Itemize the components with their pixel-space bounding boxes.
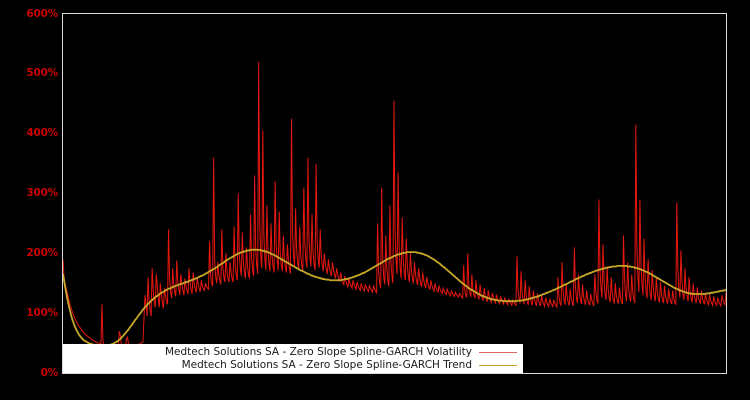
series-volatility-line xyxy=(63,61,726,348)
y-axis-tick-labels: 600% 500% 400% 300% 200% 100% 0% xyxy=(0,0,58,400)
legend-label-trend: Medtech Solutions SA - Zero Slope Spline… xyxy=(181,358,472,371)
plot-area xyxy=(62,13,727,374)
series-trend-line xyxy=(63,248,726,347)
y-axis-tick-0: 0% xyxy=(40,366,59,379)
legend-label-volatility: Medtech Solutions SA - Zero Slope Spline… xyxy=(164,345,472,358)
y-axis-tick-100: 100% xyxy=(26,306,58,319)
y-axis-tick-300: 300% xyxy=(26,187,58,199)
y-axis-tick-500: 500% xyxy=(26,67,58,80)
y-axis-tick-400: 400% xyxy=(26,127,58,140)
legend-swatch-trend xyxy=(479,364,517,366)
chart-legend: Medtech Solutions SA - Zero Slope Spline… xyxy=(63,344,523,373)
y-axis-tick-600: 600% xyxy=(26,7,58,20)
legend-swatch-volatility xyxy=(479,351,517,353)
plot-svg xyxy=(63,61,726,348)
legend-item-trend: Medtech Solutions SA - Zero Slope Spline… xyxy=(63,359,523,372)
legend-item-volatility: Medtech Solutions SA - Zero Slope Spline… xyxy=(63,346,523,359)
y-axis-tick-200: 200% xyxy=(26,246,58,259)
